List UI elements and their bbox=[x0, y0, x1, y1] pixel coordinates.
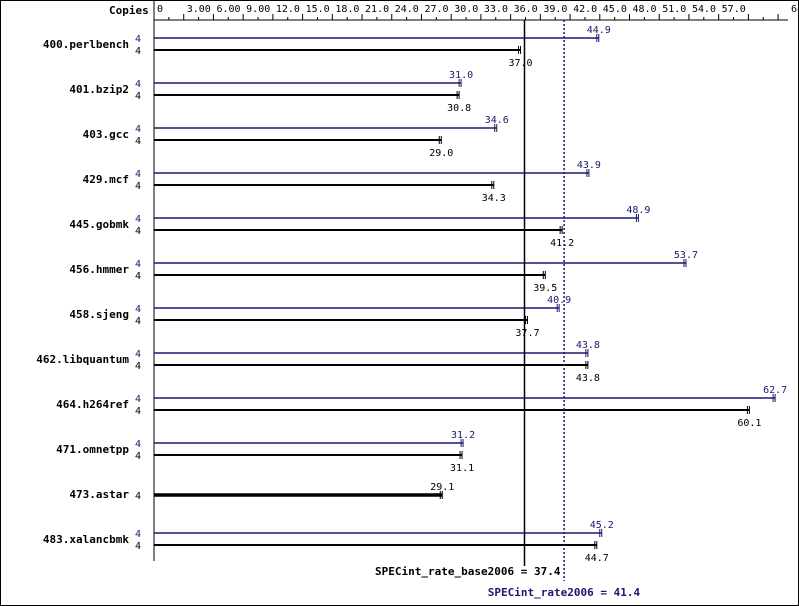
base-value-label: 43.8 bbox=[576, 373, 600, 384]
base-copies-label: 4 bbox=[135, 451, 141, 462]
x-tick-label: 54.0 bbox=[692, 4, 716, 15]
x-tick-label: 18.0 bbox=[335, 4, 359, 15]
peak-copies-label: 4 bbox=[135, 349, 141, 360]
x-tick-label: 64.0 bbox=[791, 4, 798, 15]
base-copies-label: 4 bbox=[135, 491, 141, 502]
category-label: 483.xalancbmk bbox=[43, 533, 129, 546]
base-copies-label: 4 bbox=[135, 46, 141, 57]
peak-value-label: 31.2 bbox=[451, 430, 475, 441]
peak-copies-label: 4 bbox=[135, 259, 141, 270]
peak-value-label: 45.2 bbox=[590, 520, 614, 531]
base-value-label: 37.7 bbox=[515, 328, 539, 339]
peak-copies-label: 4 bbox=[135, 124, 141, 135]
peak-copies-label: 4 bbox=[135, 214, 141, 225]
base-value-label: 29.1 bbox=[430, 482, 454, 493]
category-label: 458.sjeng bbox=[69, 308, 129, 321]
peak-value-label: 43.8 bbox=[576, 340, 600, 351]
base-copies-label: 4 bbox=[135, 136, 141, 147]
category-labels: 400.perlbench 401.bzip2 403.gcc 429.mcf 445.… bbox=[36, 38, 129, 546]
base-value-label: 44.7 bbox=[585, 553, 609, 564]
base-value-label: 34.3 bbox=[482, 193, 506, 204]
base-value-label: 60.1 bbox=[737, 418, 761, 429]
peak-copies-label: 4 bbox=[135, 79, 141, 90]
base-copies-label: 4 bbox=[135, 181, 141, 192]
x-tick-label: 3.00 bbox=[187, 4, 211, 15]
x-tick-label: 15.0 bbox=[306, 4, 330, 15]
x-tick-label: 27.0 bbox=[424, 4, 448, 15]
category-label: 473.astar bbox=[69, 488, 129, 501]
category-label: 401.bzip2 bbox=[69, 83, 129, 96]
peak-value-label: 48.9 bbox=[626, 205, 650, 216]
peak-copies-label: 4 bbox=[135, 529, 141, 540]
peak-value-label: 31.0 bbox=[449, 70, 473, 81]
peak-value-label: 44.9 bbox=[587, 25, 611, 36]
copies-header: Copies bbox=[109, 4, 149, 17]
base-copies-label: 4 bbox=[135, 316, 141, 327]
base-value-label: 29.0 bbox=[429, 148, 453, 159]
base-copies-label: 4 bbox=[135, 541, 141, 552]
category-label: 429.mcf bbox=[83, 173, 129, 186]
category-label: 403.gcc bbox=[83, 128, 129, 141]
x-tick-label: 21.0 bbox=[365, 4, 389, 15]
reference-lines: SPECint_rate_base2006 = 37.4 SPECint_rate… bbox=[375, 20, 640, 599]
x-tick-label: 24.0 bbox=[395, 4, 419, 15]
base-reference-label: SPECint_rate_base2006 = 37.4 bbox=[375, 565, 561, 578]
base-value-label: 31.1 bbox=[450, 463, 474, 474]
base-copies-label: 4 bbox=[135, 271, 141, 282]
category-label: 471.omnetpp bbox=[56, 443, 129, 456]
x-tick-label: 12.0 bbox=[276, 4, 300, 15]
peak-reference-label: SPECint_rate2006 = 41.4 bbox=[488, 586, 641, 599]
base-value-label: 41.2 bbox=[550, 238, 574, 249]
x-tick-label: 39.0 bbox=[543, 4, 567, 15]
x-tick-label: 36.0 bbox=[514, 4, 538, 15]
peak-value-label: 34.6 bbox=[485, 115, 509, 126]
x-tick-label: 42.0 bbox=[573, 4, 597, 15]
base-copies-label: 4 bbox=[135, 406, 141, 417]
bars: 4 44.9 4 37.0 4 31.0 4 30.8 4 34.6 4 29.0 4 43.9 4 34.3… bbox=[135, 25, 787, 564]
x-tick-label: 45.0 bbox=[603, 4, 627, 15]
category-label: 462.libquantum bbox=[36, 353, 129, 366]
peak-copies-label: 4 bbox=[135, 439, 141, 450]
peak-value-label: 43.9 bbox=[577, 160, 601, 171]
base-value-label: 37.0 bbox=[508, 58, 532, 69]
x-tick-label: 30.0 bbox=[454, 4, 478, 15]
x-tick-label: 51.0 bbox=[662, 4, 686, 15]
category-label: 400.perlbench bbox=[43, 38, 129, 51]
peak-copies-label: 4 bbox=[135, 169, 141, 180]
peak-copies-label: 4 bbox=[135, 394, 141, 405]
x-tick-label: 57.0 bbox=[722, 4, 746, 15]
peak-copies-label: 4 bbox=[135, 304, 141, 315]
category-label: 445.gobmk bbox=[69, 218, 129, 231]
x-tick-label: 0 bbox=[157, 4, 163, 15]
peak-value-label: 62.7 bbox=[763, 385, 787, 396]
x-tick-label: 33.0 bbox=[484, 4, 508, 15]
base-copies-label: 4 bbox=[135, 361, 141, 372]
peak-copies-label: 4 bbox=[135, 34, 141, 45]
base-copies-label: 4 bbox=[135, 91, 141, 102]
x-axis: Copies 0 3.00 6.00 9.00 12.0 15.0 18.0 21.0 24.0 2… bbox=[109, 1, 798, 561]
x-tick-label: 48.0 bbox=[633, 4, 657, 15]
peak-value-label: 53.7 bbox=[674, 250, 698, 261]
category-label: 456.hmmer bbox=[69, 263, 129, 276]
x-tick-label: 9.00 bbox=[246, 4, 270, 15]
peak-value-label: 40.9 bbox=[547, 295, 571, 306]
category-label: 464.h264ref bbox=[56, 398, 129, 411]
base-copies-label: 4 bbox=[135, 226, 141, 237]
base-value-label: 30.8 bbox=[447, 103, 471, 114]
base-value-label: 39.5 bbox=[533, 283, 557, 294]
x-tick-label: 6.00 bbox=[216, 4, 240, 15]
